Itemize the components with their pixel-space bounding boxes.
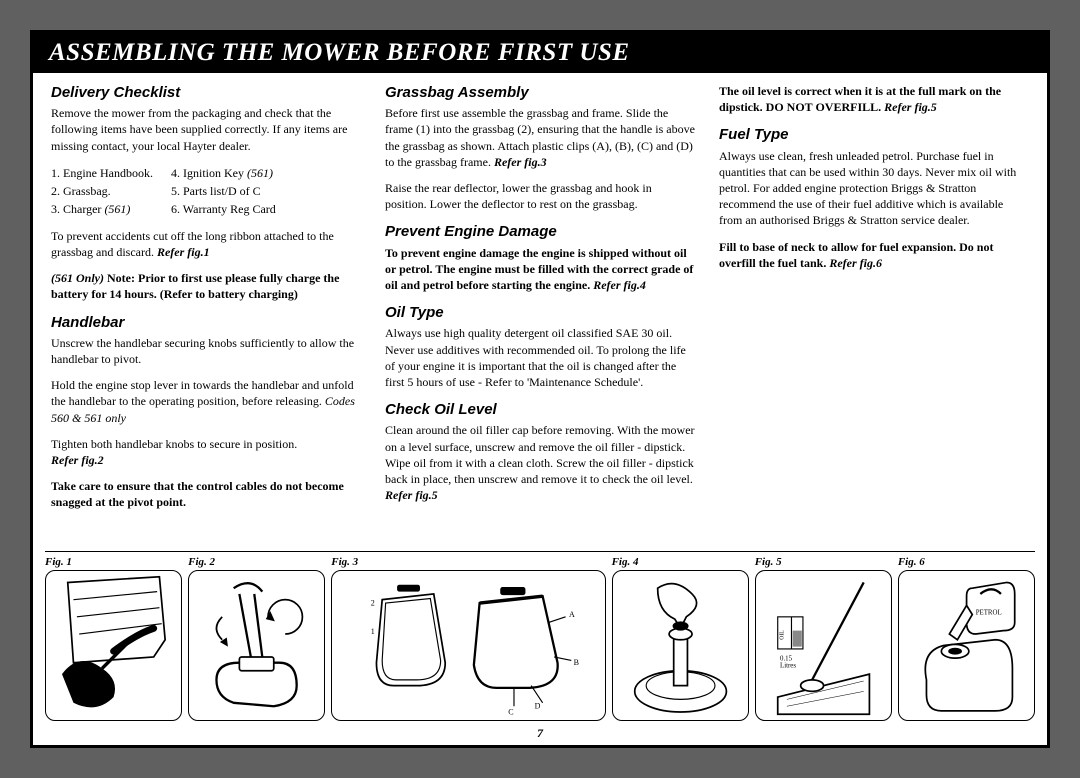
figure-5-illustration: 0.15 Litres OIL: [755, 570, 892, 721]
checklist-left: 1. Engine Handbook. 2. Grassbag. 3. Char…: [51, 164, 153, 218]
figure-2-illustration: [188, 570, 325, 721]
heading-fuel-type: Fuel Type: [719, 125, 1029, 145]
check-item: 4. Ignition Key: [171, 166, 247, 180]
delivery-561-note: (561 Only) Note: Prior to first use plea…: [51, 270, 361, 302]
svg-text:OIL: OIL: [779, 630, 785, 640]
checklist-right: 4. Ignition Key (561) 5. Parts list/D of…: [171, 164, 276, 218]
svg-text:B: B: [574, 658, 579, 667]
svg-text:1: 1: [371, 627, 375, 636]
handlebar-p2: Hold the engine stop lever in towards th…: [51, 377, 361, 426]
delivery-checklist-items: 1. Engine Handbook. 2. Grassbag. 3. Char…: [51, 164, 361, 218]
figure-label: Fig. 4: [612, 556, 749, 568]
figure-4-illustration: [612, 570, 749, 721]
heading-delivery-checklist: Delivery Checklist: [51, 83, 361, 103]
column-1: Delivery Checklist Remove the mower from…: [51, 83, 361, 521]
figure-1-illustration: [45, 570, 182, 721]
handlebar-p3: Tighten both handlebar knobs to secure i…: [51, 436, 361, 468]
check-item: 5. Parts list/D of C: [171, 184, 261, 198]
heading-handlebar: Handlebar: [51, 313, 361, 333]
figure-6-illustration: PETROL: [898, 570, 1035, 721]
figure-5: Fig. 5 0.15 Litres OIL: [755, 556, 892, 721]
figure-6: Fig. 6 PETROL: [898, 556, 1035, 721]
fig6-petrol-label: PETROL: [976, 610, 1002, 617]
check-item-note: (561): [104, 202, 130, 216]
figure-label: Fig. 6: [898, 556, 1035, 568]
delivery-ribbon-note: To prevent accidents cut off the long ri…: [51, 228, 361, 260]
content-columns: Delivery Checklist Remove the mower from…: [33, 73, 1047, 527]
svg-text:A: A: [569, 610, 575, 619]
column-3: The oil level is correct when it is at t…: [719, 83, 1029, 521]
svg-text:D: D: [535, 702, 541, 711]
check-item-note: (561): [247, 166, 273, 180]
heading-check-oil: Check Oil Level: [385, 400, 695, 420]
column-2: Grassbag Assembly Before first use assem…: [385, 83, 695, 521]
svg-text:2: 2: [371, 598, 375, 607]
handlebar-p1: Unscrew the handlebar securing knobs suf…: [51, 335, 361, 367]
fuel-type-p1: Always use clean, fresh unleaded petrol.…: [719, 148, 1029, 229]
delivery-intro: Remove the mower from the packaging and …: [51, 105, 361, 154]
grassbag-p2: Raise the rear deflector, lower the gras…: [385, 180, 695, 212]
figure-label: Fig. 3: [331, 556, 605, 568]
heading-oil-type: Oil Type: [385, 303, 695, 323]
fuel-type-warning: Fill to base of neck to allow for fuel e…: [719, 239, 1029, 271]
svg-text:C: C: [509, 707, 514, 716]
svg-text:Litres: Litres: [780, 662, 796, 669]
heading-grassbag: Grassbag Assembly: [385, 83, 695, 103]
check-item: 6. Warranty Reg Card: [171, 202, 276, 216]
figure-label: Fig. 5: [755, 556, 892, 568]
check-item: 1. Engine Handbook.: [51, 166, 153, 180]
figure-4: Fig. 4: [612, 556, 749, 721]
oil-type-p1: Always use high quality detergent oil cl…: [385, 325, 695, 390]
figure-row: Fig. 1 Fig. 2: [45, 551, 1035, 721]
check-item: 2. Grassbag.: [51, 184, 111, 198]
prevent-damage-p1: To prevent engine damage the engine is s…: [385, 245, 695, 294]
figure-label: Fig. 1: [45, 556, 182, 568]
figure-2: Fig. 2: [188, 556, 325, 721]
oil-level-note: The oil level is correct when it is at t…: [719, 83, 1029, 115]
heading-prevent-damage: Prevent Engine Damage: [385, 222, 695, 242]
manual-page: ASSEMBLING THE MOWER BEFORE FIRST USE De…: [30, 30, 1050, 748]
figure-1: Fig. 1: [45, 556, 182, 721]
page-number: 7: [537, 726, 543, 741]
check-item: 3. Charger: [51, 202, 104, 216]
grassbag-p1: Before first use assemble the grassbag a…: [385, 105, 695, 170]
check-oil-p1: Clean around the oil filler cap before r…: [385, 422, 695, 503]
handlebar-warning: Take care to ensure that the control cab…: [51, 478, 361, 510]
figure-label: Fig. 2: [188, 556, 325, 568]
page-title: ASSEMBLING THE MOWER BEFORE FIRST USE: [33, 33, 1047, 73]
figure-3: Fig. 3 2 1 D: [331, 556, 605, 721]
figure-3-illustration: 2 1 D C A B: [331, 570, 605, 721]
